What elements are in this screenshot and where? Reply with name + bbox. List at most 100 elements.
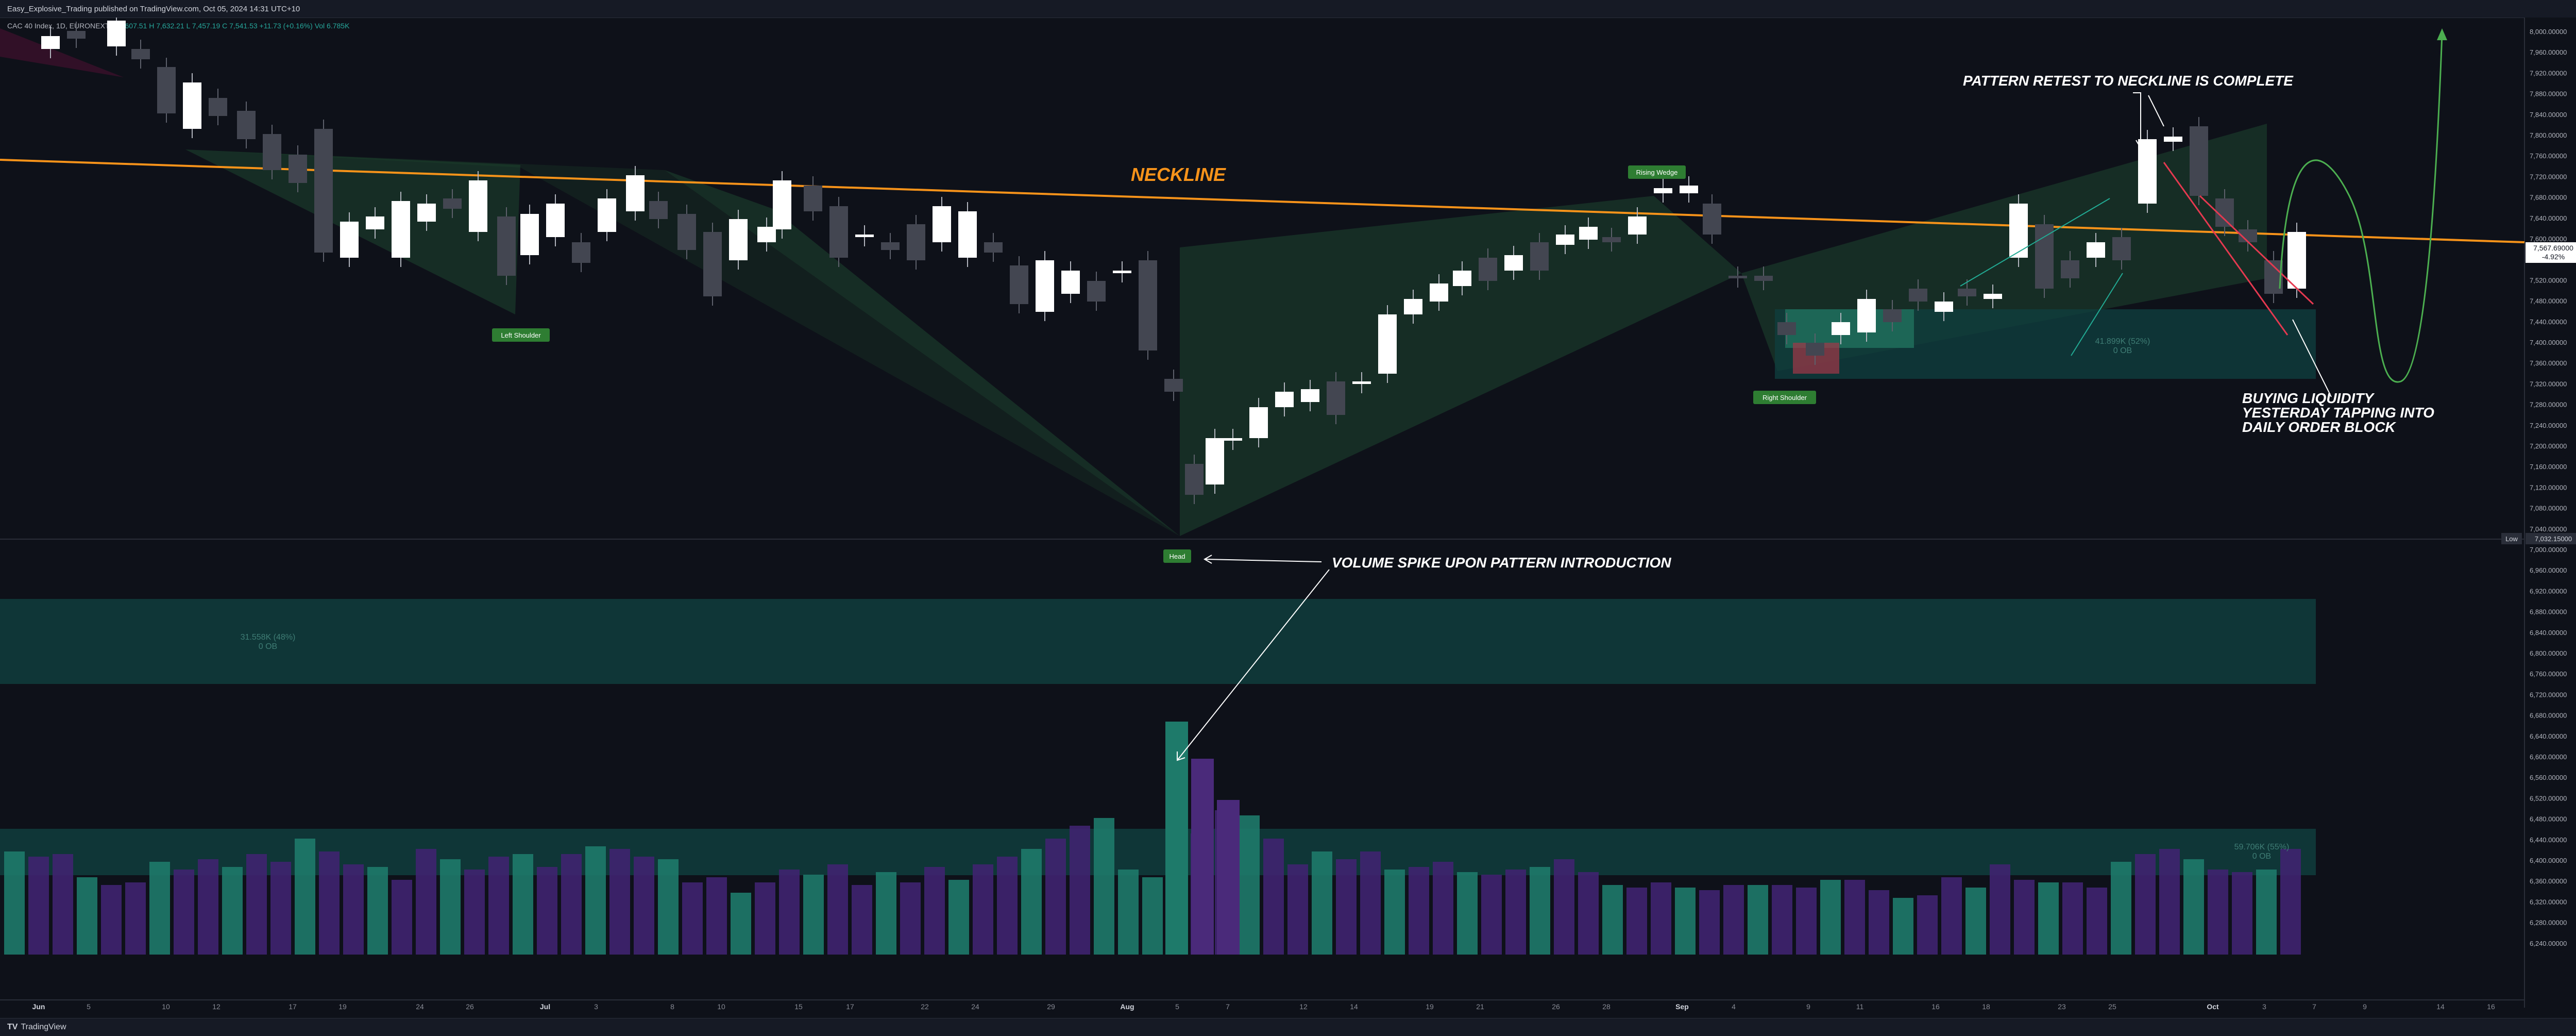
candle — [829, 197, 848, 267]
candle — [2061, 251, 2079, 288]
volume-bar — [343, 864, 364, 955]
candle — [107, 11, 126, 56]
price-tick-label: 7,920.00000 — [2530, 69, 2567, 77]
rising-wedge-label: Rising Wedge — [1636, 169, 1678, 176]
time-tick-label: 22 — [921, 1002, 929, 1011]
time-tick-label: 17 — [846, 1002, 854, 1011]
candle — [1327, 372, 1345, 424]
ob-upper-pct: 41.899K (52%) — [2095, 337, 2150, 346]
price-tick-label: 6,800.00000 — [2530, 649, 2567, 657]
time-axis[interactable]: Jun 5 10 12 17 19 24 26 Jul 3 8 10 15 17 22 24 29 Aug 5 7 12… — [32, 1002, 2495, 1011]
candle — [1479, 248, 1497, 290]
price-tick-label: 6,680.00000 — [2530, 712, 2567, 720]
volume-bar — [1263, 839, 1284, 955]
time-tick-label: Aug — [1120, 1002, 1134, 1011]
ob-mid-pct: 31.558K (48%) — [241, 633, 296, 642]
volume-bars — [4, 722, 2301, 955]
volume-bar — [997, 857, 1018, 955]
volume-bar — [198, 859, 218, 955]
volume-bar — [1070, 826, 1090, 955]
buying-annotation-1: BUYING LIQUIDITY — [2242, 390, 2375, 406]
candle — [1010, 256, 1028, 313]
price-tick-label: 7,440.00000 — [2530, 318, 2567, 326]
candle — [1628, 207, 1647, 244]
price-tick-label: 7,520.00000 — [2530, 276, 2567, 284]
retest-annotation: PATTERN RETEST TO NECKLINE IS COMPLETE — [1963, 73, 2294, 89]
volume-bar — [125, 882, 146, 955]
volume-bar — [1917, 895, 1938, 955]
volume-bar — [779, 870, 800, 955]
price-tick-label: 7,280.00000 — [2530, 401, 2567, 409]
volume-bar — [658, 859, 679, 955]
price-tick-label: 6,320.00000 — [2530, 898, 2567, 906]
volume-bar — [174, 870, 194, 955]
price-tick-label: 7,880.00000 — [2530, 90, 2567, 98]
buying-annotation-2: YESTERDAY TAPPING INTO — [2242, 405, 2434, 421]
rising-wedge-badge[interactable]: Rising Wedge — [1628, 165, 1686, 179]
candle — [1087, 272, 1106, 311]
volume-bar — [295, 839, 315, 955]
arrow-buying — [2292, 319, 2332, 397]
candle — [157, 58, 176, 123]
candle — [2190, 117, 2208, 205]
time-tick-label: 10 — [717, 1002, 725, 1011]
volume-bar — [634, 857, 654, 955]
left-shoulder-badge[interactable]: Left Shoulder — [492, 328, 550, 342]
chart-area[interactable]: NECKLINE PATTERN RETEST TO NECKLINE IS C… — [0, 11, 2576, 1017]
price-tick-label: 6,240.00000 — [2530, 940, 2567, 947]
candle — [1224, 429, 1242, 450]
publisher-bar: Easy_Explosive_Trading published on Trad… — [0, 0, 2576, 18]
ob-lower-pct: 59.706K (55%) — [2234, 843, 2290, 851]
candle — [469, 171, 487, 241]
right-shoulder-badge[interactable]: Right Shoulder — [1753, 391, 1816, 404]
candle — [2164, 127, 2182, 151]
tradingview-brand[interactable]: TV TradingView — [7, 1023, 66, 1032]
volume-bar — [731, 893, 751, 955]
volume-bar — [2280, 849, 2301, 955]
time-tick-label: 24 — [416, 1002, 424, 1011]
time-tick-label: Sep — [1675, 1002, 1689, 1011]
volume-bar — [706, 877, 727, 955]
volume-bar — [2256, 870, 2277, 955]
volume-bar — [1045, 839, 1066, 955]
candle — [209, 89, 227, 125]
price-axis[interactable]: 8,000.00000 7,960.00000 7,920.00000 7,880.0… — [2530, 28, 2567, 947]
candle — [1301, 380, 1319, 411]
time-tick-label: 12 — [212, 1002, 221, 1011]
volume-bar — [1869, 890, 1889, 955]
time-tick-label: 14 — [1350, 1002, 1358, 1011]
volume-bar — [585, 846, 606, 955]
candle — [1857, 290, 1876, 342]
price-tick-label: 6,440.00000 — [2530, 836, 2567, 844]
last-price-change: -4.92% — [2542, 253, 2565, 261]
volume-bar — [488, 857, 509, 955]
symbol-name[interactable]: CAC 40 Index, 1D, EURONEXT — [7, 22, 110, 30]
volume-bar — [4, 851, 25, 955]
candle — [1654, 179, 1672, 203]
chart-canvas[interactable]: NECKLINE PATTERN RETEST TO NECKLINE IS C… — [0, 11, 2576, 1017]
volume-bar — [1217, 800, 1240, 955]
time-tick-label: 3 — [594, 1002, 598, 1011]
volume-bar — [1772, 885, 1792, 955]
time-tick-label: 12 — [1299, 1002, 1308, 1011]
time-tick-label: 17 — [289, 1002, 297, 1011]
last-price-label: 7,567.69000 -4.92% — [2526, 242, 2576, 263]
candle — [417, 194, 436, 231]
arrow-retest-1-head-icon — [2136, 140, 2146, 149]
candle — [1061, 261, 1080, 303]
candle — [1249, 398, 1268, 447]
head-badge[interactable]: Head — [1163, 549, 1191, 563]
volume-bar — [609, 849, 630, 955]
candle — [1777, 313, 1796, 344]
buying-annotation-3: DAILY ORDER BLOCK — [2242, 419, 2396, 435]
volume-bar — [1699, 890, 1720, 955]
tradingview-logo-icon: TV — [7, 1023, 18, 1031]
price-tick-label: 6,480.00000 — [2530, 815, 2567, 823]
time-tick-label: 25 — [2108, 1002, 2116, 1011]
candle — [289, 145, 307, 192]
symbol-legend: CAC 40 Index, 1D, EURONEXT O 7,607.51 H … — [7, 22, 349, 30]
time-tick-label: 4 — [1732, 1002, 1736, 1011]
time-tick-label: 18 — [1982, 1002, 1990, 1011]
price-tick-label: 6,880.00000 — [2530, 608, 2567, 616]
candle — [2138, 130, 2157, 213]
